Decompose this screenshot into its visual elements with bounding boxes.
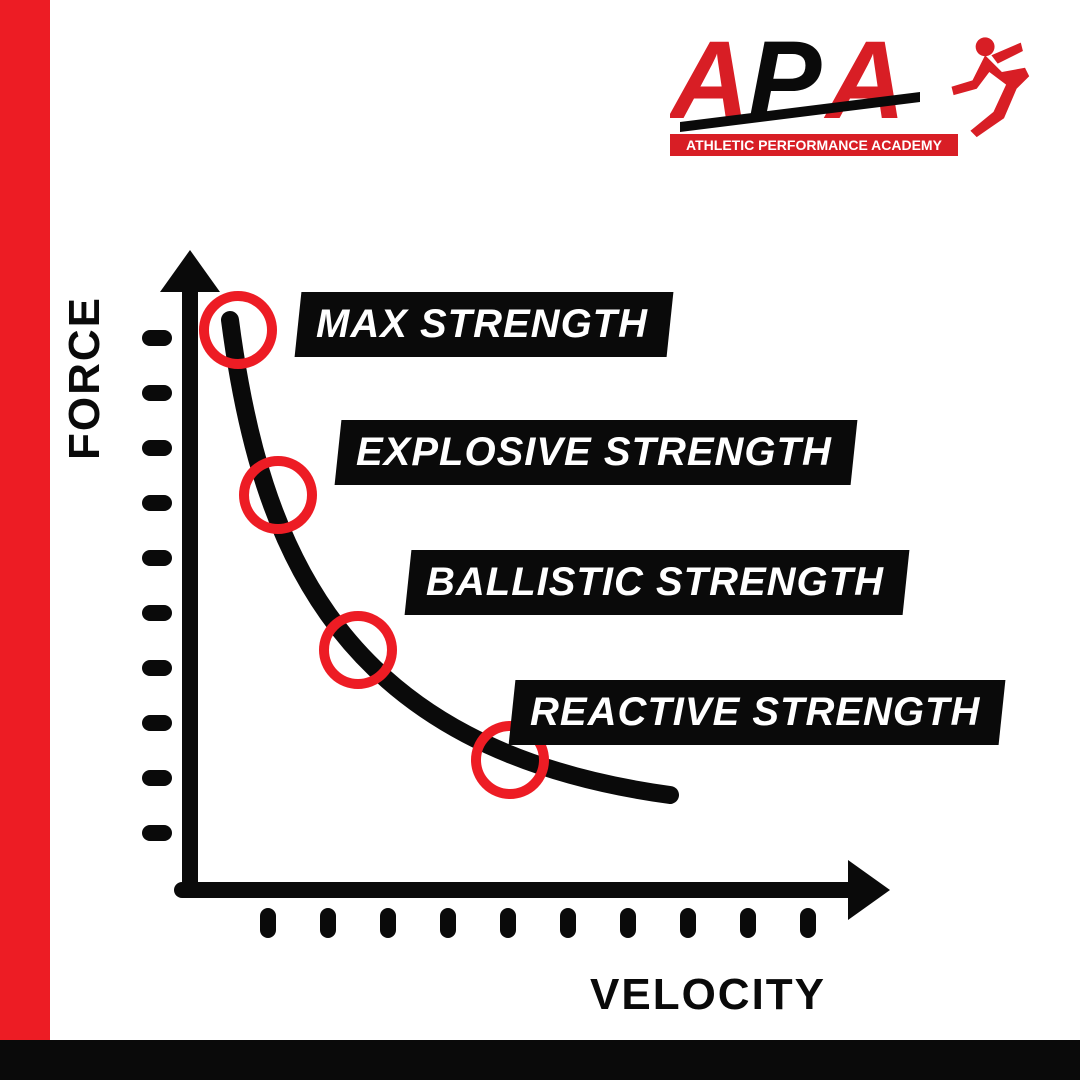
brand-logo: A P A ATHLETIC PERFORMANCE ACADEMY <box>670 30 1030 180</box>
y-axis-label: FORCE <box>60 296 110 460</box>
strength-type-label: EXPLOSIVE STRENGTH <box>335 420 858 485</box>
brand-subtitle: ATHLETIC PERFORMANCE ACADEMY <box>686 137 943 153</box>
strength-type-label: BALLISTIC STRENGTH <box>405 550 910 615</box>
strength-type-label: MAX STRENGTH <box>295 292 674 357</box>
strength-type-label: REACTIVE STRENGTH <box>509 680 1006 745</box>
bottom-accent-stripe <box>0 1040 1080 1080</box>
svg-text:P: P <box>748 30 822 142</box>
x-axis-label: VELOCITY <box>590 970 826 1020</box>
svg-text:A: A <box>823 30 905 142</box>
force-velocity-chart: FORCE VELOCITY MAX STRENGTHEXPLOSIVE STR… <box>110 230 1000 990</box>
left-accent-stripe <box>0 0 50 1040</box>
page: A P A ATHLETIC PERFORMANCE ACADEMY FORCE… <box>0 0 1080 1080</box>
